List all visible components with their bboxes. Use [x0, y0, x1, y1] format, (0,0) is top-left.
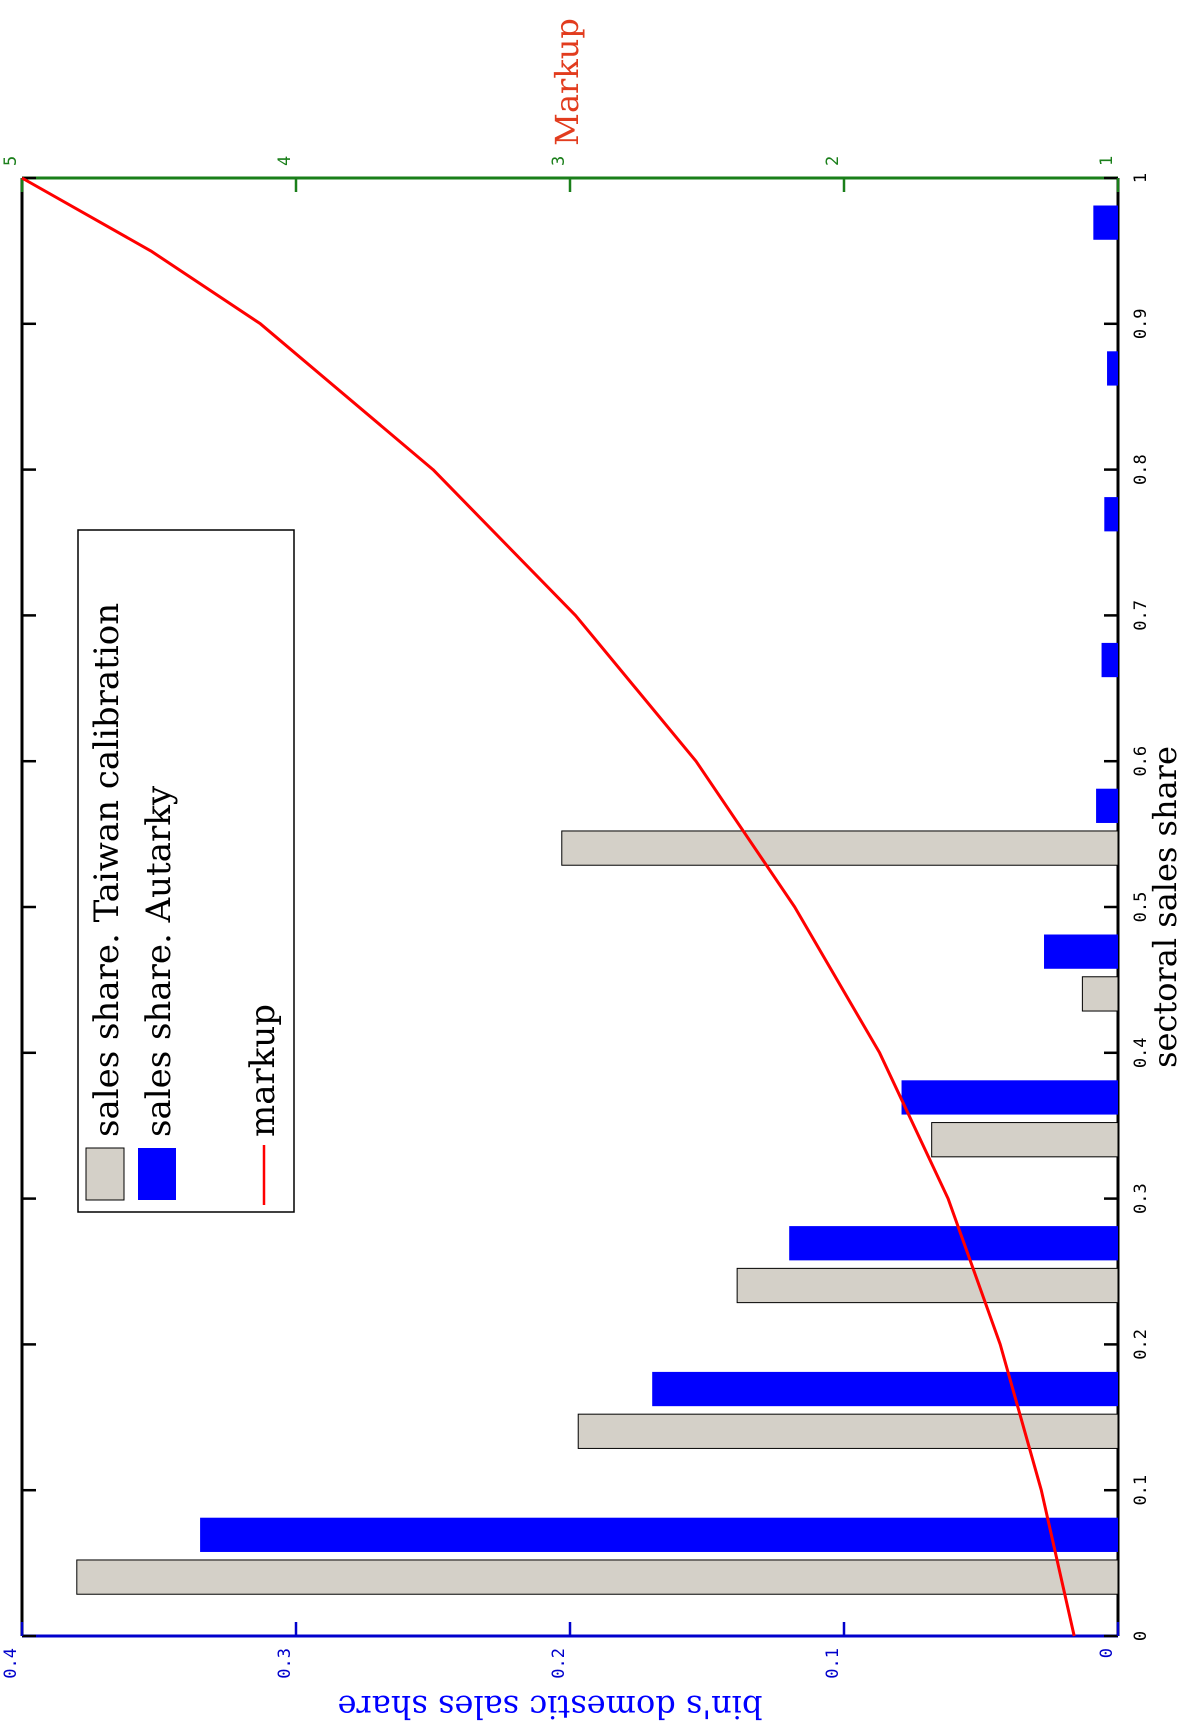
y-tick-label: 0: [1097, 1648, 1117, 1658]
legend-swatch-taiwan: [85, 1147, 125, 1201]
legend: sales share. Taiwan calibration sales sh…: [77, 529, 295, 1213]
bar-autarky-9: [1093, 205, 1118, 240]
markup-line-layer: [21, 176, 1076, 1637]
y2-tick-label: 4: [275, 156, 295, 166]
legend-label-taiwan: sales share. Taiwan calibration: [87, 603, 127, 1137]
x-tick-label: 0.9: [1131, 308, 1151, 339]
x-tick-label: 0.6: [1131, 746, 1151, 777]
x-tick-label: 0.1: [1131, 1475, 1151, 1506]
y-axis-title: bin's domestic sales share: [338, 1688, 763, 1724]
legend-box: [77, 529, 295, 1213]
y-tick-label: 0.4: [1, 1648, 21, 1679]
bar-autarky-4: [1044, 934, 1118, 969]
y-tick-label: 0.3: [275, 1648, 295, 1679]
bar-taiwan-4: [1081, 976, 1119, 1012]
legend-label-markup: markup: [243, 1004, 283, 1137]
markup-line: [21, 176, 1076, 1637]
y-tick-label: 0.1: [823, 1648, 843, 1679]
y-tick-label: 0.2: [549, 1648, 569, 1679]
bar-autarky-6: [1101, 642, 1118, 678]
bar-autarky-8: [1107, 351, 1118, 386]
legend-label-autarky: sales share. Autarky: [139, 785, 179, 1137]
y2-tick-label: 5: [1, 156, 21, 166]
x-tick-label: 1: [1131, 173, 1151, 183]
bar-autarky-1: [652, 1371, 1118, 1407]
y2-tick-label: 2: [823, 156, 843, 166]
bar-taiwan-0: [76, 1559, 1119, 1595]
bar-autarky-7: [1104, 497, 1118, 532]
x-tick-label: 0.2: [1131, 1329, 1151, 1360]
ticks-layer: 0 0.1 0.2 0.3 0.4 0.5 0.6 0.7 0.8 0.9 1 0 0.1 0.2 0.3 0…: [1, 156, 1151, 1679]
bar-autarky-5: [1096, 788, 1118, 823]
x-tick-label: 0.4: [1131, 1037, 1151, 1068]
x-axis-title: sectoral sales share: [1146, 746, 1184, 1068]
bar-autarky-2: [789, 1226, 1118, 1261]
y2-tick-label: 1: [1097, 156, 1117, 166]
bar-autarky-0: [200, 1517, 1119, 1552]
bar-taiwan-2: [736, 1267, 1119, 1304]
y2-axis-title: Markup: [548, 18, 586, 146]
x-tick-label: 0.8: [1131, 454, 1151, 485]
bar-autarky-3: [901, 1080, 1118, 1115]
bar-taiwan-3: [931, 1122, 1119, 1158]
bar-taiwan-5: [561, 830, 1119, 866]
x-tick-label: 0.3: [1131, 1183, 1151, 1214]
x-tick-label: 0.5: [1131, 892, 1151, 923]
y2-tick-label: 3: [549, 156, 569, 166]
x-tick-label: 0.7: [1131, 600, 1151, 631]
x-tick-label: 0: [1131, 1631, 1151, 1641]
bar-taiwan-1: [577, 1413, 1119, 1449]
legend-swatch-autarky: [138, 1148, 176, 1200]
